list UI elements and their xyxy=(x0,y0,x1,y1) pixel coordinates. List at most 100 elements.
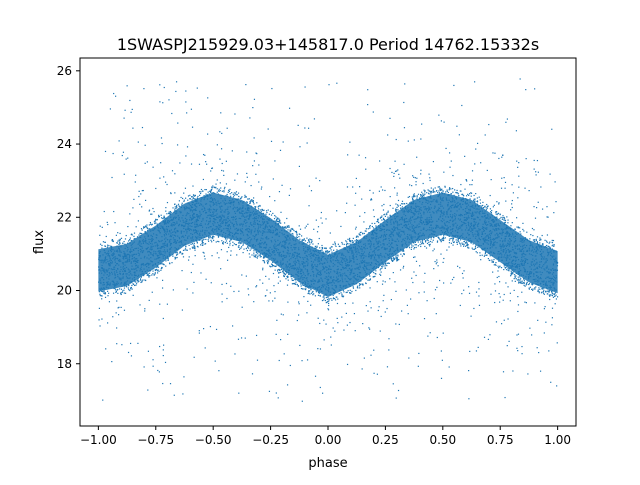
data-point xyxy=(531,227,534,230)
data-point xyxy=(536,241,539,243)
data-point xyxy=(244,194,246,196)
data-point xyxy=(451,278,454,281)
data-point xyxy=(459,243,461,245)
data-point xyxy=(508,268,510,270)
data-point xyxy=(114,289,117,291)
data-point xyxy=(149,228,151,230)
data-point xyxy=(160,162,162,164)
data-point xyxy=(361,368,363,370)
data-point xyxy=(118,241,121,243)
data-point xyxy=(320,211,322,214)
data-point xyxy=(548,294,550,296)
data-point xyxy=(118,140,120,142)
data-point xyxy=(182,256,185,258)
data-point xyxy=(305,286,307,288)
data-point xyxy=(216,179,218,181)
data-point xyxy=(154,222,156,225)
data-point xyxy=(188,256,190,258)
data-point xyxy=(413,271,415,273)
data-point xyxy=(259,209,261,211)
data-point xyxy=(493,258,495,261)
data-point xyxy=(252,200,254,202)
data-point xyxy=(442,261,444,264)
data-point xyxy=(378,221,380,224)
data-point xyxy=(315,219,317,221)
data-point xyxy=(268,259,270,261)
data-point xyxy=(535,286,537,288)
data-point xyxy=(247,288,249,290)
data-point xyxy=(242,251,244,254)
data-point xyxy=(133,232,136,234)
data-point xyxy=(283,222,286,224)
data-point xyxy=(158,371,160,373)
data-point xyxy=(518,175,520,177)
data-point xyxy=(479,204,481,207)
data-point xyxy=(426,238,428,240)
data-point xyxy=(402,250,404,252)
data-point xyxy=(238,248,241,250)
data-point xyxy=(227,189,230,191)
data-point xyxy=(144,162,146,164)
data-point xyxy=(190,108,193,110)
data-point xyxy=(152,359,154,361)
data-point xyxy=(320,217,322,219)
data-point xyxy=(420,169,422,171)
data-point xyxy=(301,235,303,237)
data-point xyxy=(137,141,139,143)
data-point xyxy=(501,177,503,179)
data-point xyxy=(391,171,393,174)
data-point xyxy=(284,274,287,276)
data-point xyxy=(138,234,140,236)
data-point xyxy=(304,240,307,242)
data-point xyxy=(543,287,545,289)
data-point xyxy=(534,239,536,241)
data-point xyxy=(144,310,146,312)
data-point xyxy=(494,263,496,266)
data-point xyxy=(430,192,432,194)
data-point xyxy=(134,181,136,183)
data-point xyxy=(301,240,303,242)
data-point xyxy=(319,386,321,389)
data-point xyxy=(474,200,476,202)
data-point xyxy=(157,266,160,268)
data-point xyxy=(450,242,453,244)
data-point xyxy=(535,240,537,242)
data-point xyxy=(356,285,359,287)
data-point xyxy=(228,246,230,249)
data-point xyxy=(430,238,432,240)
data-point xyxy=(438,186,440,188)
data-point xyxy=(379,273,381,275)
data-point xyxy=(326,298,329,301)
data-point xyxy=(102,291,104,293)
data-point xyxy=(523,280,525,282)
data-point xyxy=(511,271,513,273)
data-point xyxy=(401,200,404,202)
data-point xyxy=(514,274,516,276)
data-point xyxy=(327,296,329,299)
data-point xyxy=(313,293,315,295)
data-point xyxy=(263,261,265,263)
data-point xyxy=(453,194,455,196)
data-point xyxy=(98,319,100,321)
data-point xyxy=(494,152,496,154)
data-point xyxy=(277,272,280,274)
data-point xyxy=(499,218,501,220)
data-point xyxy=(537,290,539,292)
data-point xyxy=(411,277,413,279)
data-point xyxy=(150,213,152,215)
data-point xyxy=(461,242,463,244)
data-point xyxy=(308,292,310,294)
data-point xyxy=(136,236,139,238)
data-point xyxy=(179,162,181,164)
data-point xyxy=(551,291,553,293)
data-point xyxy=(291,275,293,278)
data-point xyxy=(154,273,156,275)
data-point xyxy=(372,192,374,194)
data-point xyxy=(288,273,290,276)
data-point xyxy=(194,194,196,196)
data-point xyxy=(549,294,551,296)
data-point xyxy=(511,203,513,205)
data-point xyxy=(141,229,143,231)
data-point xyxy=(543,332,545,334)
data-point xyxy=(414,177,416,179)
